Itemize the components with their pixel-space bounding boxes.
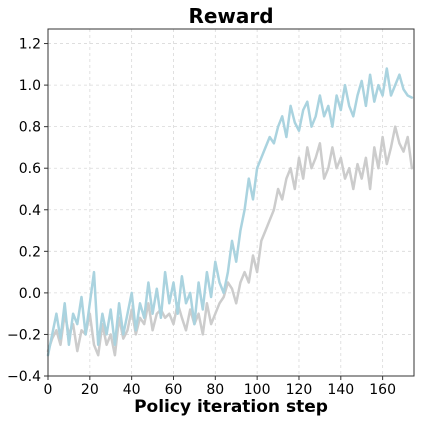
y-axis-ticks: −0.4 −0.2 0.0 0.2 0.4 0.6 0.8 1.0 1.2	[7, 37, 48, 385]
y-tick-label: 0.8	[19, 120, 41, 136]
x-axis-label: Policy iteration step	[134, 397, 328, 417]
chart-title: Reward	[188, 4, 273, 28]
x-tick-label: 100	[244, 382, 271, 398]
y-tick-label: 0.0	[19, 286, 41, 302]
y-tick-label: 0.2	[19, 244, 41, 260]
plot-frame	[47, 28, 415, 377]
x-tick-label: 160	[369, 382, 396, 398]
y-tick-label: 0.6	[19, 161, 41, 177]
x-tick-label: 0	[44, 382, 53, 398]
x-tick-label: 80	[206, 382, 224, 398]
series-line-gray	[46, 125, 414, 357]
y-tick-label: 0.4	[19, 203, 41, 219]
y-tick-label: 1.2	[19, 37, 41, 53]
series-lines	[46, 67, 414, 357]
y-tick-label: 1.0	[19, 78, 41, 94]
y-tick-label: −0.4	[7, 369, 41, 385]
x-axis-ticks: 0 20 40 60 80 100 120 140 160	[44, 376, 396, 398]
x-tick-label: 40	[123, 382, 141, 398]
x-tick-label: 20	[81, 382, 99, 398]
series-line-blue	[46, 67, 414, 357]
x-tick-label: 120	[286, 382, 313, 398]
x-tick-label: 140	[327, 382, 354, 398]
x-tick-label: 60	[165, 382, 183, 398]
y-tick-label: −0.2	[7, 327, 41, 343]
